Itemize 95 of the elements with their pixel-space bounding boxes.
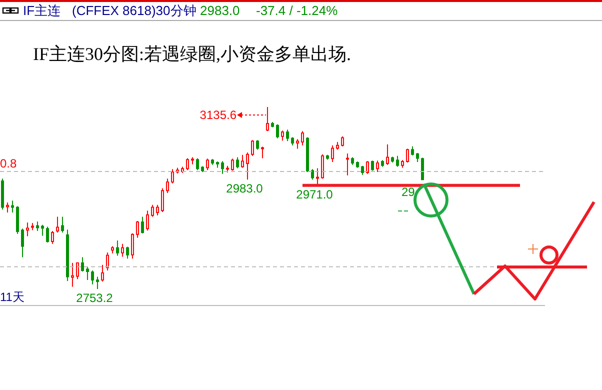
candlestick bbox=[136, 220, 139, 238]
candlestick bbox=[326, 154, 329, 160]
candlestick bbox=[186, 158, 189, 171]
candlestick bbox=[296, 138, 299, 150]
candlestick bbox=[371, 160, 374, 172]
candlestick bbox=[381, 160, 384, 168]
candlestick bbox=[86, 266, 89, 281]
candlestick bbox=[146, 210, 149, 232]
candlestick bbox=[41, 224, 44, 236]
candlestick bbox=[386, 144, 389, 166]
candlestick bbox=[276, 124, 279, 139]
candlestick bbox=[191, 156, 194, 165]
candlestick bbox=[206, 158, 209, 171]
candlestick bbox=[261, 146, 264, 159]
candlestick bbox=[96, 276, 99, 290]
candlestick bbox=[116, 240, 119, 256]
chart-subtitle: IF主连 (CFFEX 8618)30分钟 bbox=[23, 3, 196, 18]
candlestick bbox=[211, 158, 214, 166]
candlestick bbox=[46, 226, 49, 243]
candlestick bbox=[11, 200, 14, 213]
candlestick bbox=[376, 160, 379, 173]
candlestick bbox=[76, 262, 79, 280]
candlestick bbox=[216, 161, 219, 168]
candlestick bbox=[361, 165, 364, 176]
candlestick bbox=[156, 204, 159, 216]
candlestick bbox=[51, 230, 54, 244]
candlestick bbox=[351, 156, 354, 166]
candlestick bbox=[126, 246, 129, 260]
candlestick bbox=[91, 270, 94, 285]
candlestick bbox=[241, 154, 244, 168]
candlestick bbox=[251, 140, 254, 156]
candlestick bbox=[281, 130, 284, 142]
candlestick bbox=[396, 155, 399, 168]
candlestick bbox=[246, 152, 249, 180]
candlestick bbox=[36, 221, 39, 232]
candlestick bbox=[101, 264, 104, 282]
candlestick bbox=[66, 229, 69, 282]
candlestick bbox=[181, 166, 184, 174]
candlestick bbox=[16, 206, 19, 234]
candlestick bbox=[401, 160, 404, 168]
candlestick bbox=[286, 129, 289, 142]
candlestick bbox=[151, 204, 154, 218]
candlestick bbox=[421, 157, 424, 181]
candlestick bbox=[321, 154, 324, 180]
candlestick bbox=[231, 158, 234, 172]
candlestick bbox=[306, 136, 309, 173]
annotation: 2753.2 bbox=[76, 291, 114, 305]
candlestick bbox=[346, 152, 349, 176]
candlestick bbox=[81, 256, 84, 272]
candlestick bbox=[236, 156, 239, 169]
candlestick bbox=[406, 148, 409, 163]
candlestick bbox=[356, 161, 359, 168]
candlestick bbox=[161, 188, 164, 212]
candlestick bbox=[391, 156, 394, 163]
candlestick bbox=[1, 178, 4, 210]
annotation: 3135.6 bbox=[200, 108, 237, 122]
candlestick bbox=[106, 252, 109, 272]
annotation: 29 bbox=[402, 185, 416, 200]
candlestick bbox=[291, 136, 294, 146]
annotation: 0.8 bbox=[0, 156, 18, 171]
candlestick bbox=[266, 106, 269, 132]
candlestick bbox=[336, 142, 339, 150]
candlestick bbox=[256, 140, 259, 150]
candlestick bbox=[311, 168, 314, 180]
candlestick bbox=[166, 178, 169, 194]
candlestick bbox=[31, 222, 34, 231]
candlestick bbox=[6, 202, 9, 213]
candlestick bbox=[411, 146, 414, 156]
candlestick bbox=[21, 228, 24, 258]
candlestick bbox=[141, 216, 144, 234]
annotation: 2971.0 bbox=[296, 187, 334, 202]
candlestick bbox=[331, 144, 334, 163]
annotation: 2983.0 bbox=[226, 182, 264, 196]
candlestick bbox=[341, 136, 344, 147]
candlestick bbox=[221, 160, 224, 174]
text: 2983.0 bbox=[200, 3, 240, 18]
candlestick bbox=[111, 246, 114, 254]
candlestick bbox=[171, 168, 174, 184]
candlestick bbox=[366, 160, 369, 174]
candlestick bbox=[121, 243, 124, 258]
candlestick bbox=[26, 222, 29, 237]
candlestick bbox=[416, 152, 419, 163]
candlestick bbox=[316, 168, 319, 186]
text: 11天 bbox=[0, 289, 24, 306]
candlestick bbox=[71, 262, 74, 288]
candlestick bbox=[201, 166, 204, 173]
candlestick bbox=[301, 130, 304, 146]
candlestick bbox=[131, 232, 134, 260]
candlestick bbox=[271, 122, 274, 128]
chart-title: IF主连30分图:若遇绿圈,小资金多单出场. bbox=[33, 43, 352, 66]
candlestick bbox=[61, 216, 64, 233]
candlestick bbox=[56, 216, 59, 233]
candlestick bbox=[226, 165, 229, 173]
candlestick bbox=[196, 158, 199, 171]
text: -37.4 / -1.24% bbox=[256, 3, 338, 18]
